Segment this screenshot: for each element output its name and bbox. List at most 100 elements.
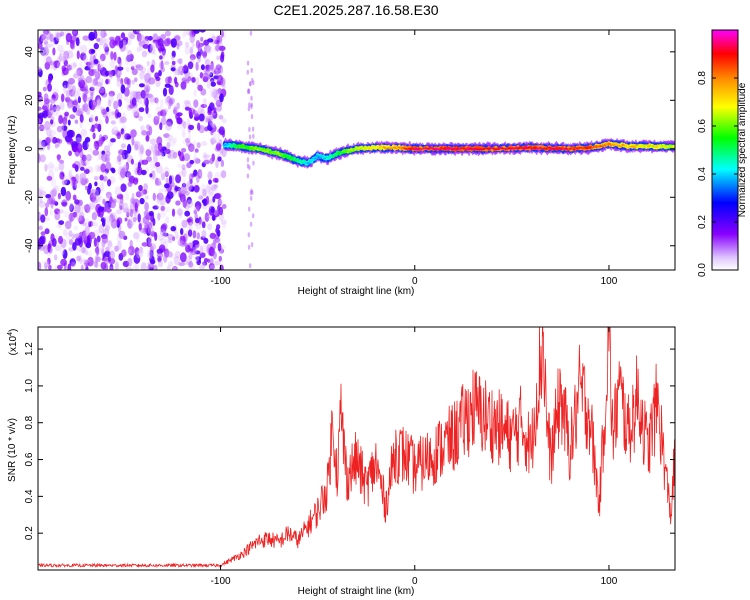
noise-blob <box>171 55 175 61</box>
noise-blob <box>43 93 49 102</box>
noise-blob <box>164 30 171 37</box>
noise-blob <box>110 138 116 143</box>
snr-frame <box>37 326 676 571</box>
noise-blob <box>135 92 142 99</box>
noise-blob <box>218 255 222 262</box>
noise-blob <box>141 159 149 165</box>
trace-cell <box>233 144 237 146</box>
noise-blob <box>101 247 105 256</box>
noise-blob <box>197 257 201 263</box>
noise-blob <box>162 113 166 119</box>
noise-blob <box>159 169 164 176</box>
noise-blob <box>220 219 227 225</box>
noise-blob <box>127 31 135 37</box>
noise-blob <box>89 202 96 210</box>
noise-blob <box>121 167 127 176</box>
noise-blob <box>97 195 103 201</box>
noise-blob <box>45 202 50 208</box>
noise-blob <box>100 32 108 37</box>
noise-blob <box>173 106 178 116</box>
noise-blob <box>149 173 153 178</box>
noise-blob <box>137 213 141 223</box>
noise-blob <box>138 44 144 52</box>
noise-blob <box>131 192 135 203</box>
y-tick-label: -20 <box>24 190 35 205</box>
trace-cell <box>397 146 401 148</box>
noise-blob <box>132 165 139 172</box>
noise-blob <box>173 137 177 144</box>
noise-blob <box>80 44 88 55</box>
noise-blob <box>252 160 255 166</box>
trace-cell <box>409 148 413 151</box>
noise-blob <box>42 86 47 92</box>
noise-blob <box>213 210 220 218</box>
noise-blob <box>191 43 195 48</box>
noise-blob <box>122 202 129 213</box>
noise-blob <box>97 99 101 107</box>
x-tick-label: 100 <box>601 576 618 587</box>
noise-blob <box>213 184 218 189</box>
noise-blob <box>246 157 250 163</box>
noise-blob <box>206 80 211 89</box>
noise-blob <box>178 213 183 219</box>
noise-blob <box>252 213 255 219</box>
noise-blob <box>72 176 76 187</box>
noise-blob <box>188 107 193 118</box>
noise-blob <box>54 143 59 149</box>
noise-blob <box>207 191 214 198</box>
noise-blob <box>120 183 127 192</box>
noise-blob <box>85 96 92 102</box>
noise-blob <box>200 36 204 42</box>
noise-blob <box>203 258 209 263</box>
noise-blob <box>221 221 227 229</box>
noise-blob <box>44 262 48 270</box>
noise-blob <box>186 199 194 208</box>
noise-blob <box>194 148 199 153</box>
noise-blob <box>131 97 137 107</box>
noise-blob <box>76 211 83 222</box>
noise-blob <box>170 226 177 232</box>
noise-blob <box>93 42 100 50</box>
noise-blob <box>72 194 77 201</box>
noise-blob <box>135 30 143 33</box>
noise-blob <box>136 166 141 173</box>
noise-blob <box>193 152 197 162</box>
noise-blob <box>96 37 101 42</box>
noise-blob <box>174 186 181 192</box>
noise-blob <box>67 82 72 90</box>
noise-blob <box>59 159 64 164</box>
noise-blob <box>178 262 185 267</box>
noise-blob <box>118 149 125 156</box>
noise-blob <box>69 202 73 211</box>
noise-blob <box>141 130 148 136</box>
noise-blob <box>168 98 174 107</box>
noise-blob <box>72 30 77 35</box>
noise-blob <box>217 156 222 162</box>
noise-blob <box>194 250 201 255</box>
noise-blob <box>55 108 61 118</box>
noise-blob <box>199 72 204 79</box>
snr-panel: -100 0 100 0.2 0.4 0.6 0.8 1.0 1.2 Height of str… <box>7 326 676 597</box>
noise-blob <box>249 263 252 269</box>
noise-blob <box>178 188 182 194</box>
colorbar-tick-label: 0.4 <box>697 167 708 181</box>
noise-blob <box>82 172 87 180</box>
noise-blob <box>41 141 46 150</box>
noise-blob <box>81 153 85 164</box>
noise-blob <box>75 133 82 143</box>
noise-blob <box>209 116 213 126</box>
noise-blob <box>246 69 249 75</box>
noise-blob <box>198 113 205 122</box>
noise-blob <box>47 257 51 265</box>
noise-blob <box>133 232 140 240</box>
noise-blob <box>177 208 183 216</box>
noise-blob <box>192 249 197 254</box>
noise-blob <box>108 93 114 104</box>
noise-blob <box>212 251 217 260</box>
noise-blob <box>127 218 132 226</box>
noise-blob <box>118 230 126 239</box>
trace-cell <box>631 145 636 147</box>
noise-blob <box>82 258 90 264</box>
noise-blob <box>249 81 252 87</box>
noise-blob <box>139 70 145 80</box>
